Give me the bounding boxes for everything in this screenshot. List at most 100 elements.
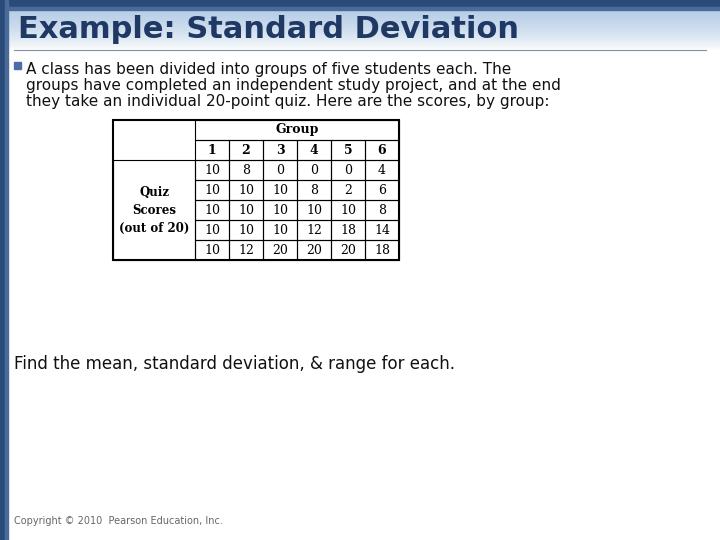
Bar — [331, 220, 365, 240]
Bar — [297, 140, 331, 160]
Bar — [0, 47, 720, 48]
Bar — [331, 240, 365, 260]
Bar — [0, 41, 720, 42]
Text: Group: Group — [275, 124, 319, 137]
Text: 20: 20 — [340, 244, 356, 256]
Bar — [0, 35, 720, 36]
Text: 8: 8 — [378, 204, 386, 217]
Text: 20: 20 — [272, 244, 288, 256]
Bar — [331, 200, 365, 220]
Text: 10: 10 — [272, 204, 288, 217]
Bar — [0, 13, 720, 14]
Bar — [0, 31, 720, 32]
Bar — [365, 240, 399, 260]
Bar — [195, 180, 229, 200]
Bar — [0, 20, 720, 21]
Bar — [365, 220, 399, 240]
Text: groups have completed an independent study project, and at the end: groups have completed an independent stu… — [26, 78, 561, 93]
Bar — [0, 18, 720, 19]
Text: 20: 20 — [306, 244, 322, 256]
Bar — [229, 140, 263, 160]
Bar — [0, 45, 720, 46]
Text: 1: 1 — [207, 144, 217, 157]
Bar — [263, 200, 297, 220]
Bar — [0, 26, 720, 27]
Text: 3: 3 — [276, 144, 284, 157]
Bar — [297, 220, 331, 240]
Text: 10: 10 — [204, 244, 220, 256]
Text: 18: 18 — [340, 224, 356, 237]
Bar — [297, 240, 331, 260]
Bar — [0, 42, 720, 43]
Bar — [0, 7, 720, 10]
Bar — [0, 46, 720, 47]
Text: 0: 0 — [276, 164, 284, 177]
Bar — [0, 16, 720, 17]
Bar — [263, 220, 297, 240]
Bar — [229, 200, 263, 220]
Bar — [0, 40, 720, 41]
Text: 5: 5 — [343, 144, 352, 157]
Bar — [0, 21, 720, 22]
Text: 10: 10 — [204, 224, 220, 237]
Bar — [0, 36, 720, 37]
Bar — [0, 15, 720, 16]
Bar — [0, 10, 720, 11]
Bar — [0, 19, 720, 20]
Bar — [0, 48, 720, 49]
Text: 2: 2 — [242, 144, 251, 157]
Bar — [229, 180, 263, 200]
Bar — [5, 0, 8, 540]
Bar — [195, 220, 229, 240]
Bar — [0, 11, 720, 12]
Text: 10: 10 — [204, 204, 220, 217]
Text: 18: 18 — [374, 244, 390, 256]
Bar — [195, 200, 229, 220]
Bar — [0, 44, 720, 45]
Bar — [229, 220, 263, 240]
Bar — [195, 140, 229, 160]
Bar — [297, 180, 331, 200]
Bar — [0, 9, 720, 10]
Bar — [0, 32, 720, 33]
Bar — [263, 180, 297, 200]
Bar — [113, 160, 195, 260]
Bar — [0, 22, 720, 23]
Bar — [0, 38, 720, 39]
Bar — [0, 34, 720, 35]
Text: Copyright © 2010  Pearson Education, Inc.: Copyright © 2010 Pearson Education, Inc. — [14, 516, 223, 526]
Text: Find the mean, standard deviation, & range for each.: Find the mean, standard deviation, & ran… — [14, 355, 455, 373]
Bar — [365, 160, 399, 180]
Text: 10: 10 — [238, 224, 254, 237]
Text: 10: 10 — [340, 204, 356, 217]
Bar — [0, 17, 720, 18]
Bar — [195, 160, 229, 180]
Text: 4: 4 — [378, 164, 386, 177]
Text: 4: 4 — [310, 144, 318, 157]
Bar — [14, 62, 21, 69]
Text: 8: 8 — [310, 184, 318, 197]
Text: 10: 10 — [238, 204, 254, 217]
Bar — [0, 0, 5, 540]
Bar — [0, 14, 720, 15]
Text: 6: 6 — [378, 184, 386, 197]
Bar — [263, 240, 297, 260]
Text: 10: 10 — [204, 164, 220, 177]
Bar — [331, 180, 365, 200]
Bar — [365, 180, 399, 200]
Bar — [0, 24, 720, 25]
Bar — [331, 140, 365, 160]
Bar — [0, 33, 720, 34]
Text: 0: 0 — [310, 164, 318, 177]
Text: they take an individual 20-point quiz. Here are the scores, by group:: they take an individual 20-point quiz. H… — [26, 94, 549, 109]
Text: 8: 8 — [242, 164, 250, 177]
Text: 6: 6 — [378, 144, 387, 157]
Bar — [229, 240, 263, 260]
Bar — [0, 28, 720, 29]
Bar — [0, 30, 720, 31]
Bar — [0, 23, 720, 24]
Bar — [0, 39, 720, 40]
Text: 12: 12 — [238, 244, 254, 256]
Text: 10: 10 — [272, 184, 288, 197]
Text: 10: 10 — [238, 184, 254, 197]
